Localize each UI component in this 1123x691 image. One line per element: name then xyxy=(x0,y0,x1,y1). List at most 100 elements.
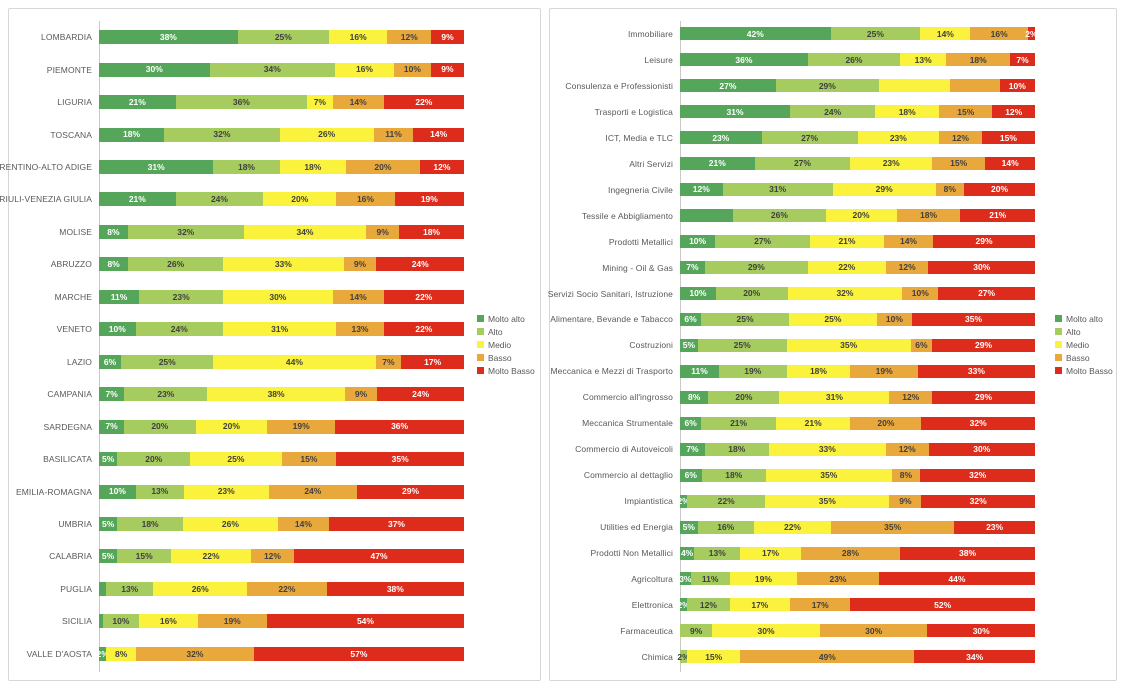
y-axis-line xyxy=(99,21,100,672)
category-label-text: Tessile e Abbigliamento xyxy=(581,210,673,221)
data-label: 11% xyxy=(691,366,708,377)
data-label: 26% xyxy=(845,54,863,65)
sectors-chart-rows: Immobiliare 42% 25% 14% 16% 2% Leisure 36% 26% 13… xyxy=(548,21,1116,670)
bar-segment-molto-basso: 38% xyxy=(900,546,1036,560)
bar-segment-molto-alto xyxy=(99,581,107,596)
bar-segment-alto: 29% xyxy=(775,79,879,93)
category-label: Impiantistica xyxy=(550,496,680,506)
data-label: 2% xyxy=(677,599,690,610)
category-label: UMBRIA xyxy=(9,519,99,529)
data-label: 26% xyxy=(167,259,185,270)
stacked-bar: 8% 20% 31% 12% 29% xyxy=(680,390,1035,404)
legend-marker-alto xyxy=(477,328,484,335)
bar-segment-basso: 19% xyxy=(197,614,267,629)
chart-row: SICILIA 10% 16% 19% 54% xyxy=(9,605,540,637)
bar-segment-alto: 26% xyxy=(733,209,826,223)
category-label: FRIULI-VENEZIA GIULIA xyxy=(0,194,99,204)
chart-row: Tessile e Abbigliamento 26% 20% 18% 21% xyxy=(550,203,1116,229)
legend-marker-alto xyxy=(1055,328,1062,335)
bar-segment-molto-alto: 6% xyxy=(680,468,702,482)
bar-segment-alto: 22% xyxy=(687,494,766,508)
data-label: 14% xyxy=(936,28,954,39)
bar-segment-medio: 22% xyxy=(171,549,251,564)
bar-segment-alto: 29% xyxy=(704,261,808,275)
stacked-bar: 7% 20% 20% 19% 36% xyxy=(99,419,464,434)
data-label: 7% xyxy=(313,96,326,107)
stacked-bar: 5% 25% 35% 6% 29% xyxy=(680,338,1035,352)
data-label: 20% xyxy=(743,288,761,299)
data-label: 19% xyxy=(420,194,438,205)
data-label: 8% xyxy=(943,184,956,195)
data-label: 16% xyxy=(349,31,367,42)
data-label: 30% xyxy=(757,625,775,636)
data-label: 32% xyxy=(186,648,204,659)
bar-segment-medio: 26% xyxy=(153,581,248,596)
category-label-text: Elettronica xyxy=(631,599,673,610)
bar-segment-molto-basso: 29% xyxy=(932,338,1035,352)
data-label: 8% xyxy=(114,648,128,659)
legend-item-molto-alto: Molto alto xyxy=(1055,314,1113,324)
bar-segment-basso: 28% xyxy=(800,546,901,560)
data-label: 5% xyxy=(101,551,115,562)
bar-segment-molto-basso: 10% xyxy=(999,79,1035,93)
bar-segment-medio: 44% xyxy=(213,354,376,369)
category-label-text: LAZIO xyxy=(66,356,92,367)
data-label: 27% xyxy=(978,288,996,299)
bar-segment-basso: 22% xyxy=(247,581,327,596)
category-label: Farmaceutica xyxy=(550,626,680,636)
bar-segment-molto-alto: 7% xyxy=(99,419,125,434)
chart-row: Impiantistica 2% 22% 35% 9% 32% xyxy=(550,488,1116,514)
bar-segment-medio: 33% xyxy=(768,442,886,456)
data-label: 24% xyxy=(304,486,322,497)
data-label: 26% xyxy=(221,518,239,529)
legend-marker-medio xyxy=(1055,341,1062,348)
legend-label: Alto xyxy=(1066,326,1081,337)
bar-segment-basso: 8% xyxy=(935,183,964,197)
bar-segment-medio: 35% xyxy=(766,468,892,482)
stacked-bar: 10% 27% 21% 14% 29% xyxy=(680,235,1036,249)
category-label-text: Farmaceutica xyxy=(620,625,673,636)
stacked-bar: 8% 32% 34% 9% 18% xyxy=(99,224,464,239)
stacked-bar: 5% 20% 25% 15% 35% xyxy=(99,452,464,467)
bar-segment-basso: 14% xyxy=(883,235,934,249)
category-label: Tessile e Abbigliamento xyxy=(550,211,680,221)
chart-row: Prodotti Non Metallici 4% 13% 17% 28% 38% xyxy=(550,540,1116,566)
stacked-bar: 6% 18% 35% 8% 32% xyxy=(680,468,1035,482)
data-label: 23% xyxy=(157,388,175,399)
data-label: 14% xyxy=(349,291,367,302)
bar-segment-alto: 18% xyxy=(704,442,769,456)
data-label: 23% xyxy=(712,132,730,143)
data-label: 24% xyxy=(824,106,842,117)
data-label: 7% xyxy=(382,356,395,367)
data-label: 18% xyxy=(725,469,743,480)
data-label: 52% xyxy=(934,599,952,610)
category-label-text: SICILIA xyxy=(62,616,92,627)
data-label: 10% xyxy=(689,288,707,299)
bar-segment-molto-alto: 6% xyxy=(99,354,122,369)
bar-segment-molto-basso: 35% xyxy=(912,312,1036,326)
category-label-text: Leisure xyxy=(644,54,673,65)
data-label: 25% xyxy=(824,314,842,325)
chart-row: Altri Servizi 21% 27% 23% 15% 14% xyxy=(550,151,1116,177)
bar-segment-medio: 20% xyxy=(825,209,897,223)
bar-segment-medio: 14% xyxy=(920,27,971,41)
bar-segment-medio: 16% xyxy=(334,62,394,77)
stacked-bar: 26% 20% 18% 21% xyxy=(680,209,1035,223)
category-label-text: Commercio al dettaglio xyxy=(583,470,673,481)
data-label: 14% xyxy=(899,236,917,247)
sectors-chart-legend: Molto alto Alto Medio Basso Molto Basso xyxy=(1055,311,1113,379)
category-label-text: SARDEGNA xyxy=(43,421,92,432)
data-label: 30% xyxy=(865,625,883,636)
data-label: 25% xyxy=(227,453,245,464)
category-label: Consulenza e Professionisti xyxy=(550,81,680,91)
category-label: MARCHE xyxy=(9,292,99,302)
stacked-bar: 21% 36% 7% 14% 22% xyxy=(99,95,464,110)
data-label: 28% xyxy=(841,547,859,558)
stacked-bar: 6% 25% 25% 10% 35% xyxy=(680,312,1036,326)
stacked-bar: 42% 25% 14% 16% 2% xyxy=(680,27,1038,41)
data-label: 7% xyxy=(686,262,699,273)
data-label: 27% xyxy=(719,80,737,91)
bar-segment-basso: 24% xyxy=(268,484,358,499)
bar-segment-molto-alto: 42% xyxy=(680,27,831,41)
category-label: Prodotti Non Metallici xyxy=(550,548,680,558)
